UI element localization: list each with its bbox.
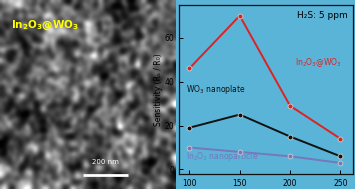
Y-axis label: Sensitivity (Rₛ / R₀): Sensitivity (Rₛ / R₀) (154, 53, 163, 126)
Text: $\mathregular{In_2O_3@WO_3}$: $\mathregular{In_2O_3@WO_3}$ (11, 19, 79, 33)
Text: 200 nm: 200 nm (92, 160, 119, 165)
Text: H₂S: 5 ppm: H₂S: 5 ppm (296, 12, 347, 20)
Text: $\mathregular{WO_3}$ nanoplate: $\mathregular{WO_3}$ nanoplate (186, 83, 246, 96)
Text: $\mathregular{In_2O_3@WO_3}$: $\mathregular{In_2O_3@WO_3}$ (295, 56, 342, 69)
Text: $\mathregular{In_2O_3}$ nanoparticle: $\mathregular{In_2O_3}$ nanoparticle (186, 150, 258, 163)
